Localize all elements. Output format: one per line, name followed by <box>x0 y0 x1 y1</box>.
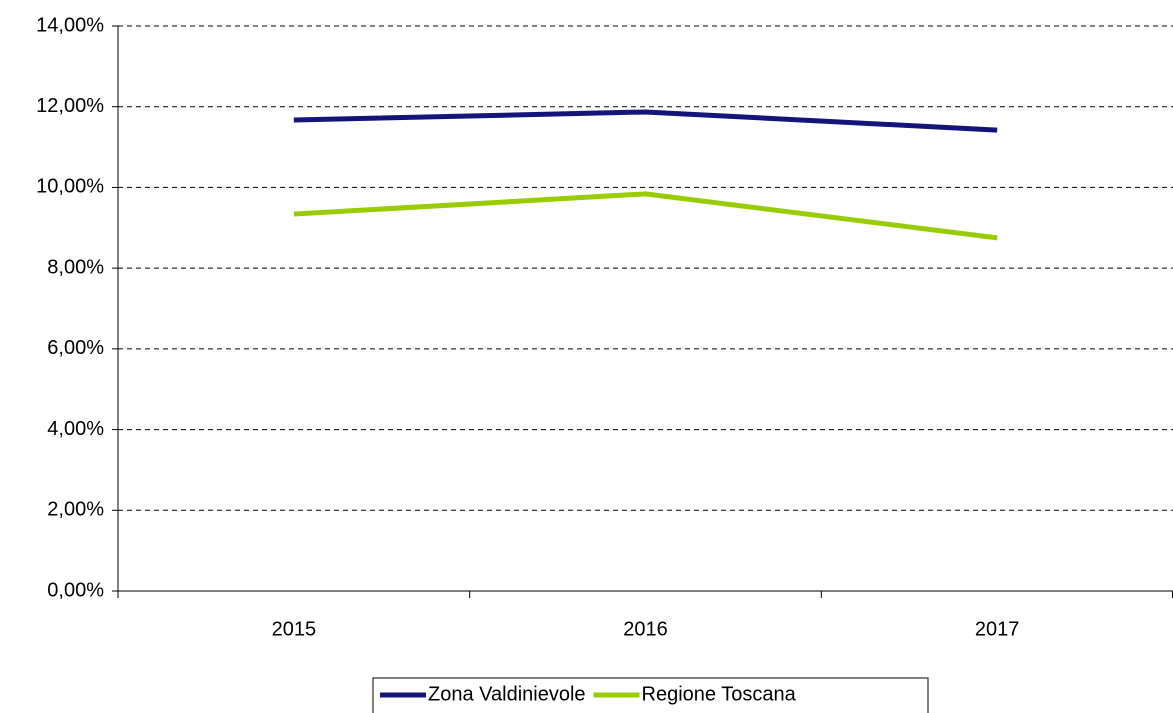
x-tick-label: 2017 <box>975 618 1020 640</box>
y-tick-label: 2,00% <box>47 499 104 521</box>
y-tick-label: 4,00% <box>47 418 104 440</box>
x-tick-label: 2016 <box>623 618 668 640</box>
legend-box <box>372 677 929 713</box>
y-tick-label: 12,00% <box>36 95 104 117</box>
x-tick-label: 2015 <box>272 618 317 640</box>
legend-label: Regione Toscana <box>642 683 797 705</box>
y-tick-label: 14,00% <box>36 14 104 36</box>
legend-label: Zona Valdinievole <box>428 683 586 705</box>
y-tick-label: 6,00% <box>47 337 104 359</box>
y-tick-label: 10,00% <box>36 176 104 198</box>
series-line <box>293 191 998 241</box>
y-tick-label: 8,00% <box>47 256 104 278</box>
y-tick-label: 0,00% <box>47 579 104 601</box>
series-line <box>293 109 998 133</box>
